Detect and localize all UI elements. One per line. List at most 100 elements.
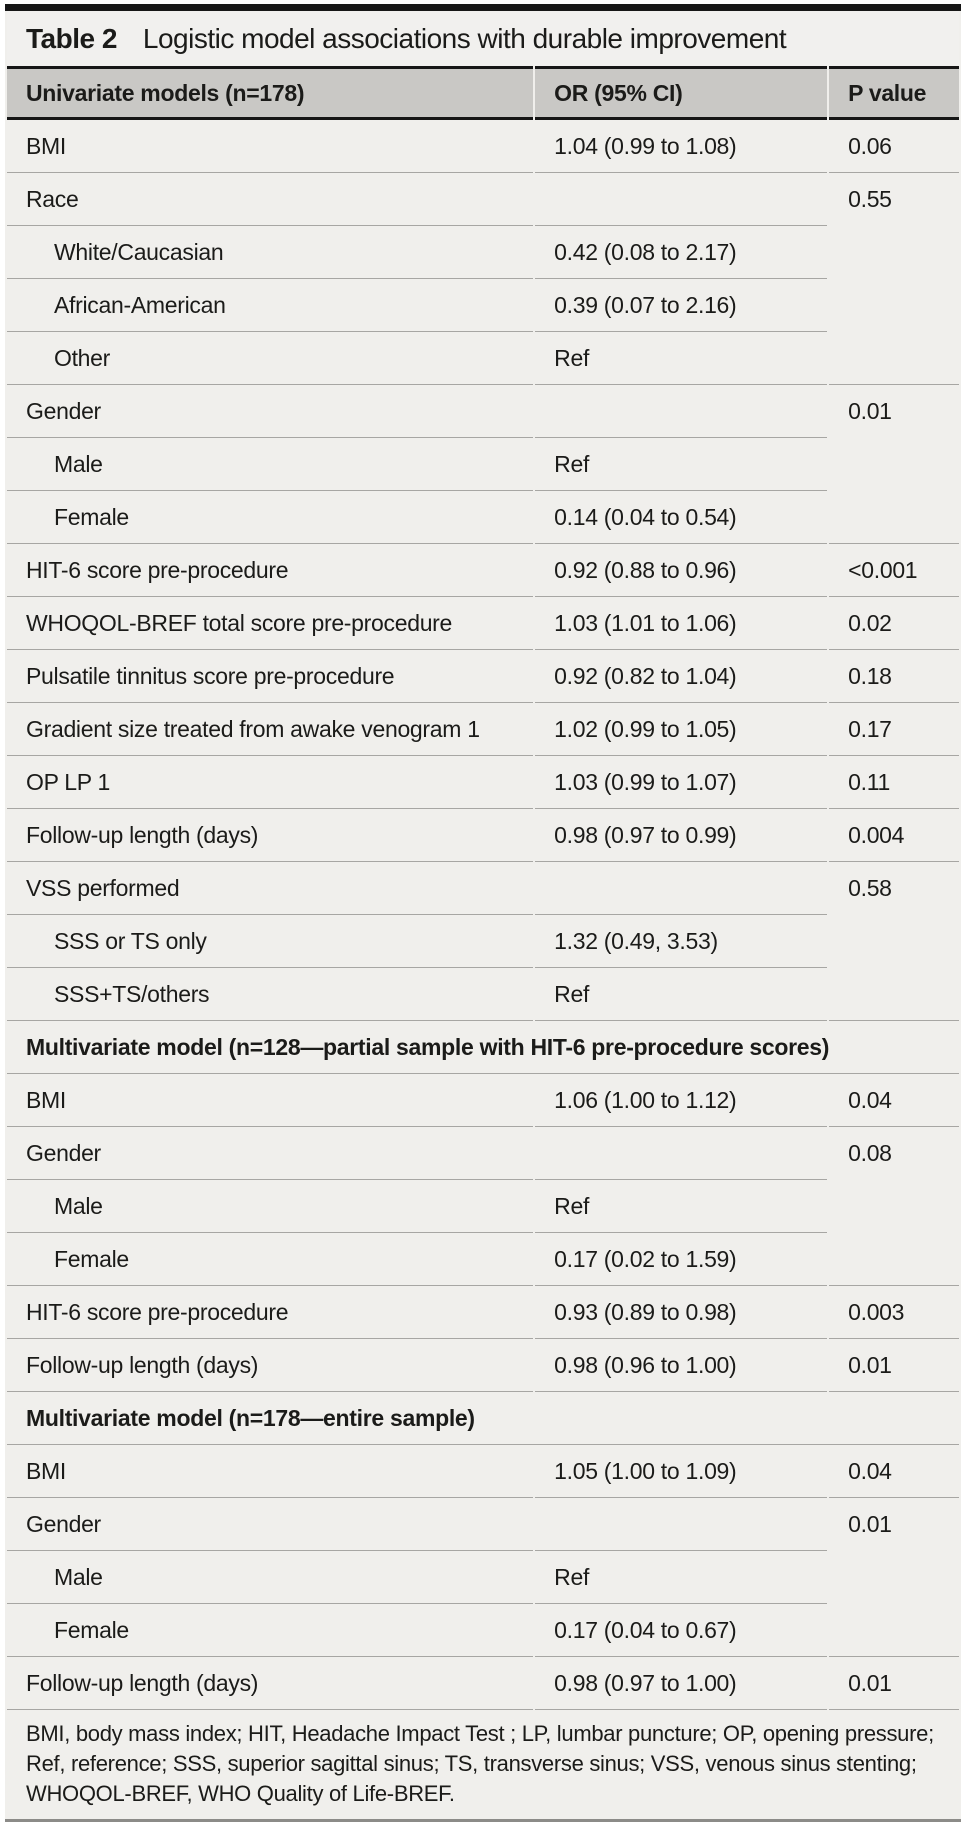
row-p-value: 0.01 [829,1339,959,1392]
row-label: Other [7,332,534,385]
row-label: BMI [7,1445,534,1498]
row-or-value: 1.05 (1.00 to 1.09) [535,1445,828,1498]
row-label: Gradient size treated from awake venogra… [7,703,534,756]
section-header: Multivariate model (n=128—partial sample… [7,1021,959,1074]
row-p-value: 0.55 [829,173,959,385]
table-row: Female 0.17 (0.02 to 1.59) [7,1233,959,1286]
row-or-value: 0.98 (0.97 to 1.00) [535,1657,828,1710]
table-row: Gradient size treated from awake venogra… [7,703,959,756]
table-body: BMI 1.04 (0.99 to 1.08) 0.06 Race 0.55 White/… [7,120,959,1710]
row-label: Follow-up length (days) [7,809,534,862]
row-or-value [535,1127,828,1180]
table-row: OP LP 1 1.03 (0.99 to 1.07) 0.11 [7,756,959,809]
row-or-value: Ref [535,968,828,1021]
row-label: Gender [7,385,534,438]
row-p-value: 0.04 [829,1445,959,1498]
table-row: VSS performed 0.58 [7,862,959,1021]
row-or-value: 0.17 (0.04 to 0.67) [535,1604,828,1657]
row-p-value: 0.04 [829,1074,959,1127]
row-or-value: 0.92 (0.82 to 1.04) [535,650,828,703]
table-title-cell: Table 2 Logistic model associations with … [7,11,959,66]
row-or-value: 1.32 (0.49, 3.53) [535,915,828,968]
row-label: SSS+TS/others [7,968,534,1021]
row-p-value: 0.01 [829,385,959,544]
row-or-value: 0.42 (0.08 to 2.17) [535,226,828,279]
table-row: Female 0.17 (0.04 to 0.67) [7,1604,959,1657]
row-p-value: 0.08 [829,1127,959,1286]
row-or-value: 0.98 (0.96 to 1.00) [535,1339,828,1392]
row-or-value: 1.03 (0.99 to 1.07) [535,756,828,809]
column-header-models: Univariate models (n=178) [7,66,534,120]
table-row: Follow-up length (days) 0.98 (0.97 to 1.0… [7,1657,959,1710]
table-row: Gender 0.08 [7,1127,959,1286]
table-row: Follow-up length (days) 0.98 (0.96 to 1.0… [7,1339,959,1392]
row-p-value: 0.18 [829,650,959,703]
table-row: BMI 1.04 (0.99 to 1.08) 0.06 [7,120,959,173]
row-p-value: 0.003 [829,1286,959,1339]
row-or-value [535,862,828,915]
row-or-value: Ref [535,438,828,491]
table-row: Other Ref [7,332,959,385]
table-row: SSS+TS/others Ref [7,968,959,1021]
table-row: HIT-6 score pre-procedure 0.92 (0.88 to 0… [7,544,959,597]
row-p-value: 0.02 [829,597,959,650]
column-header-or-ci: OR (95% CI) [535,66,828,120]
row-p-value: 0.004 [829,809,959,862]
row-label: HIT-6 score pre-procedure [7,1286,534,1339]
table-row: Gender 0.01 [7,385,959,544]
row-or-value [535,1498,828,1551]
table-row: WHOQOL-BREF total score pre-procedure 1.0… [7,597,959,650]
row-label: Female [7,1233,534,1286]
table-title-text: Logistic model associations with durable… [142,23,787,54]
table-row: Gender 0.01 [7,1498,959,1657]
section-header-row: Multivariate model (n=178—entire sample) [7,1392,959,1445]
section-header-row: Multivariate model (n=128—partial sample… [7,1021,959,1074]
row-or-value: 0.93 (0.89 to 0.98) [535,1286,828,1339]
row-or-value: 0.14 (0.04 to 0.54) [535,491,828,544]
table-number: Table 2 [26,23,117,54]
row-or-value: 0.17 (0.02 to 1.59) [535,1233,828,1286]
footnote-row: BMI, body mass index; HIT, Headache Impa… [7,1710,959,1819]
row-label: Male [7,438,534,491]
row-label: VSS performed [7,862,534,915]
row-label: Female [7,1604,534,1657]
table-row: Pulsatile tinnitus score pre-procedure 0.… [7,650,959,703]
row-or-value: Ref [535,1551,828,1604]
row-p-value: 0.01 [829,1498,959,1657]
table-row: White/Caucasian 0.42 (0.08 to 2.17) [7,226,959,279]
row-p-value: 0.17 [829,703,959,756]
row-p-value: 0.06 [829,120,959,173]
row-label: Male [7,1551,534,1604]
table-footnote: BMI, body mass index; HIT, Headache Impa… [7,1710,959,1819]
table-row: BMI 1.06 (1.00 to 1.12) 0.04 [7,1074,959,1127]
row-or-value: 0.98 (0.97 to 0.99) [535,809,828,862]
row-p-value: 0.58 [829,862,959,1021]
row-label: HIT-6 score pre-procedure [7,544,534,597]
section-header: Multivariate model (n=178—entire sample) [7,1392,959,1445]
row-label: SSS or TS only [7,915,534,968]
row-or-value: 1.04 (0.99 to 1.08) [535,120,828,173]
row-label: Follow-up length (days) [7,1657,534,1710]
table-row: Male Ref [7,1180,959,1233]
row-p-value: 0.01 [829,1657,959,1710]
row-p-value: <0.001 [829,544,959,597]
table-row: Male Ref [7,1551,959,1604]
row-or-value [535,173,828,226]
row-or-value: Ref [535,332,828,385]
table-row: Male Ref [7,438,959,491]
row-or-value: 0.92 (0.88 to 0.96) [535,544,828,597]
row-or-value: Ref [535,1180,828,1233]
table-row: HIT-6 score pre-procedure 0.93 (0.89 to 0… [7,1286,959,1339]
column-header-row: Univariate models (n=178) OR (95% CI) P … [7,66,959,120]
row-label: Gender [7,1498,534,1551]
row-label: African-American [7,279,534,332]
row-label: OP LP 1 [7,756,534,809]
table-row: BMI 1.05 (1.00 to 1.09) 0.04 [7,1445,959,1498]
row-or-value: 1.02 (0.99 to 1.05) [535,703,828,756]
row-label: Gender [7,1127,534,1180]
table-row: Race 0.55 [7,173,959,385]
row-or-value: 1.03 (1.01 to 1.06) [535,597,828,650]
row-label: White/Caucasian [7,226,534,279]
table-row: Follow-up length (days) 0.98 (0.97 to 0.9… [7,809,959,862]
